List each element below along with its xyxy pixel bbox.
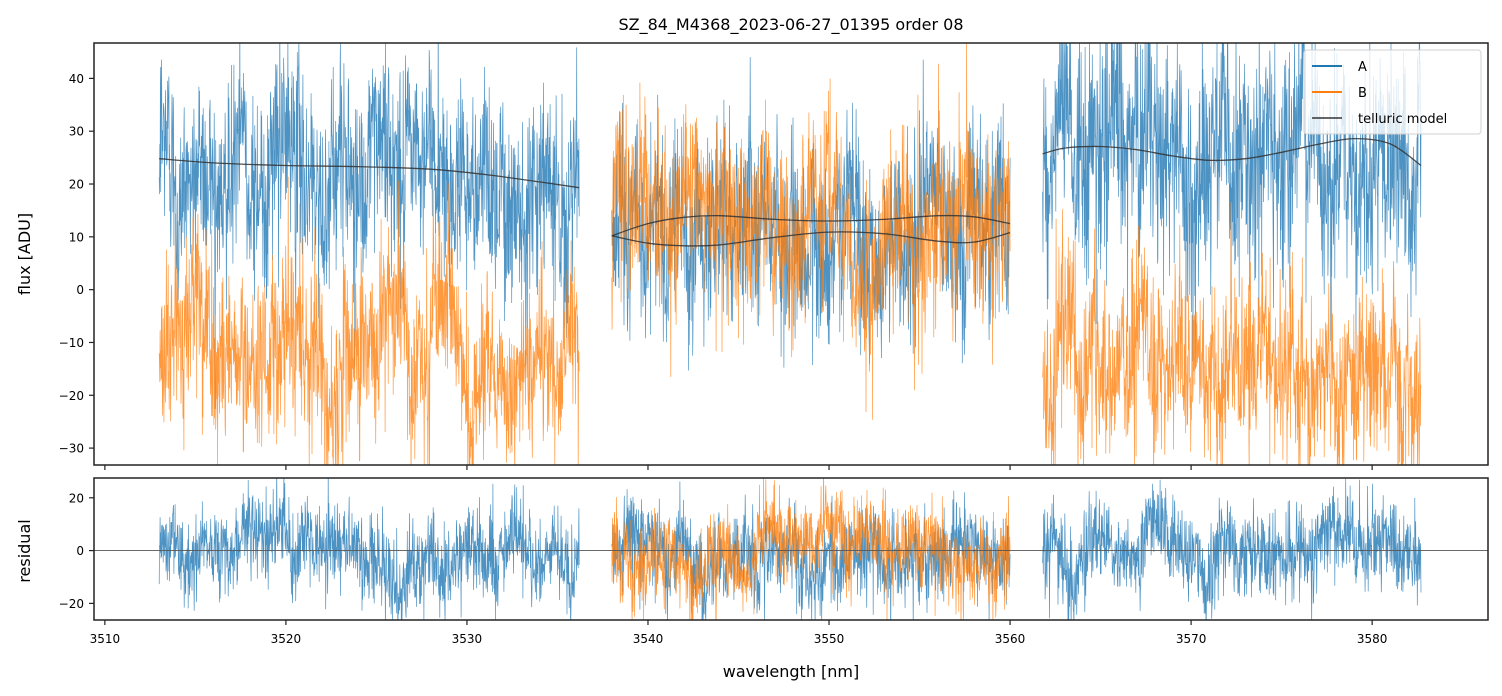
series-telluric-model [159, 137, 1422, 247]
series-b [158, 43, 1422, 465]
top-x-axis [104, 465, 1373, 470]
series-b [611, 478, 1011, 620]
series-b-segment [158, 176, 580, 465]
telluric-model-curve [159, 158, 580, 189]
x-tick-label: 3510 [90, 632, 121, 646]
y-tick-label: 0 [76, 544, 84, 558]
top-plot-area [158, 43, 1422, 465]
telluric-model-curve [1042, 137, 1422, 167]
telluric-model-curve [611, 231, 1011, 247]
bottom-axes-frame [93, 477, 1489, 621]
series-a [158, 478, 1422, 620]
top-axes-frame [93, 42, 1489, 466]
legend-frame [1303, 49, 1482, 135]
x-tick-label: 3560 [995, 632, 1026, 646]
y-tick-label: −20 [59, 597, 84, 611]
bottom-x-axis: 3510 3520 3530 3540 3550 3560 3570 3580 [90, 620, 1388, 646]
y-tick-label: 40 [69, 72, 84, 86]
x-tick-label: 3540 [633, 632, 664, 646]
bottom-y-axis-label: residual [15, 519, 34, 582]
y-tick-label: 20 [69, 491, 84, 505]
x-tick-label: 3550 [814, 632, 845, 646]
x-tick-label: 3570 [1176, 632, 1207, 646]
bottom-y-axis: 20 0 −20 [59, 491, 94, 611]
top-panel: 40 30 20 10 0 −10 −20 −30 flux [ADU] A B tellur… [15, 42, 1489, 470]
x-axis-label: wavelength [nm] [723, 662, 860, 681]
x-tick-label: 3580 [1357, 632, 1388, 646]
legend: A B telluric model [1303, 49, 1482, 135]
y-tick-label: −30 [59, 442, 84, 456]
legend-label-b: B [1358, 86, 1367, 101]
y-tick-label: 10 [69, 230, 84, 244]
y-tick-label: 30 [69, 125, 84, 139]
legend-label-telluric: telluric model [1358, 112, 1447, 127]
series-a-segment [1042, 478, 1422, 620]
x-tick-label: 3530 [452, 632, 483, 646]
x-tick-label: 3520 [271, 632, 302, 646]
y-tick-label: −20 [59, 389, 84, 403]
series-b-segment [611, 43, 1011, 420]
series-a-segment [1042, 43, 1422, 369]
chart-title: SZ_84_M4368_2023-06-27_01395 order 08 [618, 15, 963, 35]
legend-label-a: A [1358, 60, 1367, 75]
y-tick-label: 20 [69, 178, 84, 192]
y-tick-label: 0 [76, 283, 84, 297]
y-tick-label: −10 [59, 336, 84, 350]
bottom-plot-area [94, 478, 1488, 620]
telluric-model-curve [611, 214, 1011, 237]
series-b-segment [611, 478, 1011, 620]
bottom-panel: 200−20 3510 3520 3530 3540 3550 3560 3570 3580 … [15, 477, 1489, 681]
series-b-segment [1042, 202, 1422, 465]
top-y-axis-label: flux [ADU] [15, 213, 34, 295]
series-a-segment [158, 478, 580, 620]
top-y-axis: 40 30 20 10 0 −10 −20 −30 [59, 72, 94, 456]
series-a-segment [158, 43, 580, 409]
